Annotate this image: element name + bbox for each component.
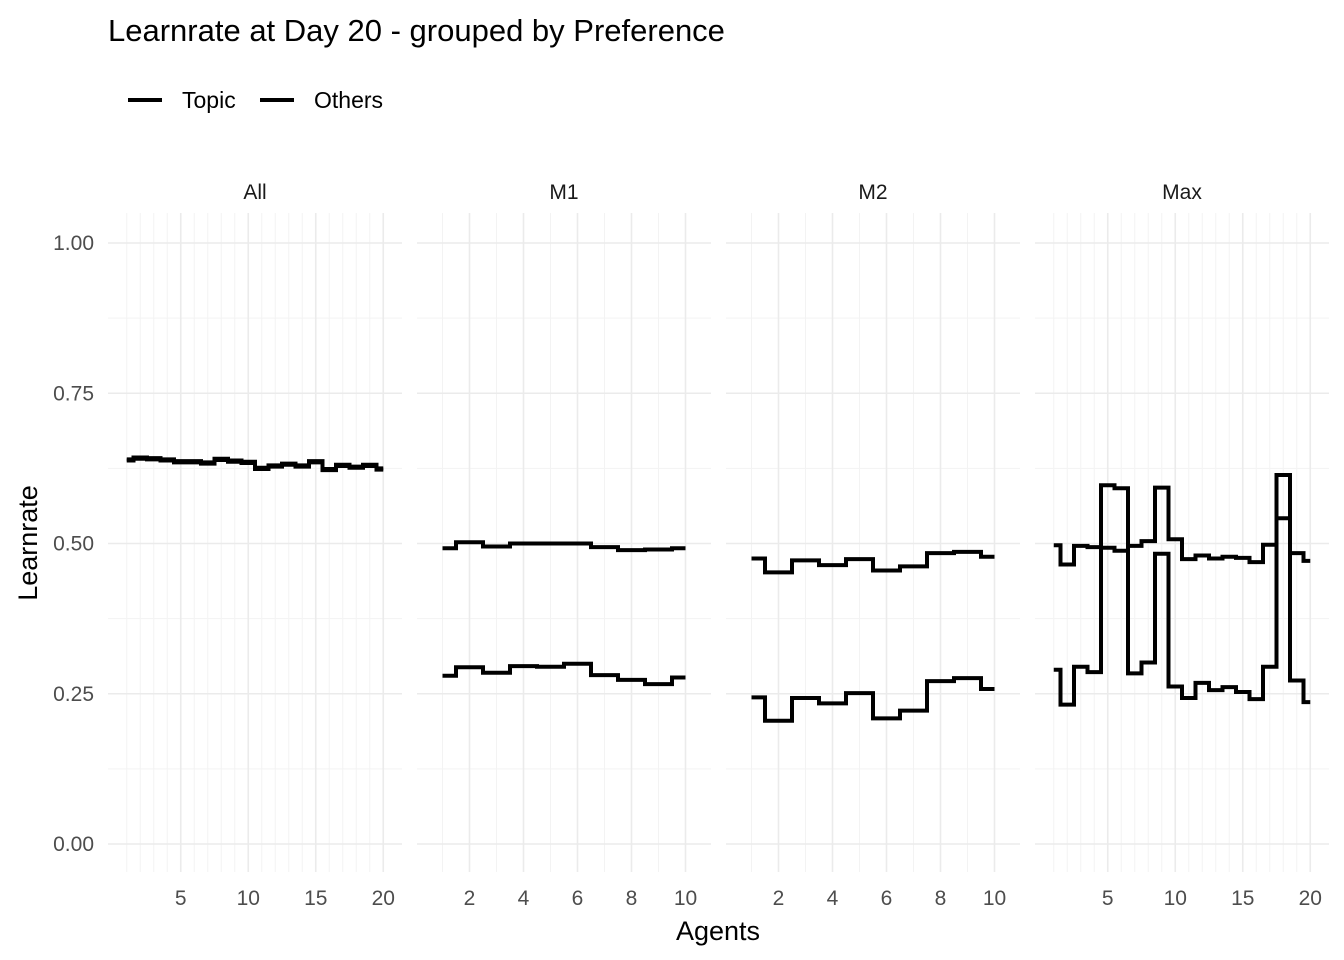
x-tick-label: 6: [881, 887, 893, 910]
facet-strip-label: All: [243, 181, 266, 204]
x-tick-label: 2: [464, 887, 476, 910]
y-tick-label: 0.25: [53, 683, 94, 706]
x-tick-label: 10: [1164, 887, 1187, 910]
facet-strip-label: M1: [549, 181, 578, 204]
x-tick-label: 15: [1231, 887, 1254, 910]
x-tick-label: 20: [372, 887, 395, 910]
y-axis-ticks: 0.00 0.25 0.50 0.75 1.00: [53, 232, 94, 856]
x-tick-label: 2: [773, 887, 785, 910]
x-tick-label: 8: [626, 887, 638, 910]
x-tick-label: 6: [572, 887, 584, 910]
y-tick-label: 0.50: [53, 533, 94, 556]
series-line-others: [442, 661, 686, 687]
legend-label-others: Others: [314, 87, 383, 113]
x-tick-label: 15: [304, 887, 327, 910]
x-tick-label: 5: [1102, 887, 1114, 910]
x-tick-label: 4: [827, 887, 839, 910]
facet-panel-m1: 2 4 6 8 10 M1: [417, 181, 711, 910]
series-line-topic: [1053, 485, 1311, 567]
facet-panel-all: 5 10 15 20 All: [108, 181, 402, 910]
facet-panel-max: 5 10 15 20 Max: [1035, 181, 1329, 910]
series-line-topic: [751, 549, 995, 575]
y-axis-title: Learnrate: [13, 485, 43, 601]
series-line-others: [751, 676, 995, 723]
x-tick-label: 8: [935, 887, 947, 910]
x-tick-label: 10: [237, 887, 260, 910]
x-tick-label: 10: [674, 887, 697, 910]
x-tick-label: 20: [1299, 887, 1322, 910]
facet-strip-label: Max: [1162, 181, 1202, 204]
x-tick-label: 5: [175, 887, 187, 910]
series-line-others: [126, 456, 384, 473]
y-tick-label: 0.00: [53, 833, 94, 856]
x-tick-label: 10: [983, 887, 1006, 910]
y-tick-label: 0.75: [53, 382, 94, 405]
y-tick-label: 1.00: [53, 232, 94, 255]
legend-label-topic: Topic: [182, 87, 236, 113]
facet-panel-m2: 2 4 6 8 10 M2: [726, 181, 1020, 910]
series-line-others: [1053, 472, 1311, 707]
x-axis-title: Agents: [676, 916, 760, 946]
facet-panels: 5 10 15 20 All 2 4 6 8 10 M1 2 4 6 8 10 M2 5 10 15 20 Max: [108, 181, 1329, 910]
legend: Topic Others: [128, 87, 383, 113]
chart-title: Learnrate at Day 20 - grouped by Prefere…: [108, 13, 725, 48]
x-tick-label: 4: [518, 887, 530, 910]
facet-strip-label: M2: [858, 181, 887, 204]
series-line-topic: [442, 540, 686, 553]
